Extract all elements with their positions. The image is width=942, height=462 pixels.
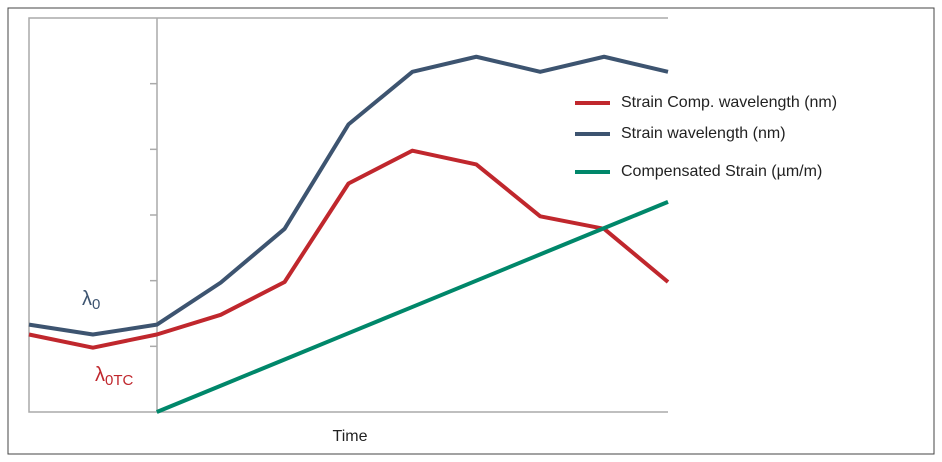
series-line xyxy=(28,148,670,350)
outer-border xyxy=(7,7,935,455)
annotation: λ0 xyxy=(82,288,100,313)
legend-label: Strain wavelength (nm) xyxy=(621,125,786,142)
annotation: λ0TC xyxy=(95,364,134,389)
x-axis-label: Time xyxy=(333,428,368,445)
annotation-subscript: 0TC xyxy=(105,372,134,389)
annotation-symbol: λ xyxy=(95,364,105,386)
legend-label: Compensated Strain (µm/m) xyxy=(621,163,822,180)
annotation-symbol: λ xyxy=(82,288,92,310)
series-line xyxy=(28,54,669,337)
plot-frame xyxy=(28,17,668,413)
legend-label: Strain Comp. wavelength (nm) xyxy=(621,94,837,111)
series-line xyxy=(156,200,669,414)
annotation-subscript: 0 xyxy=(92,296,100,313)
